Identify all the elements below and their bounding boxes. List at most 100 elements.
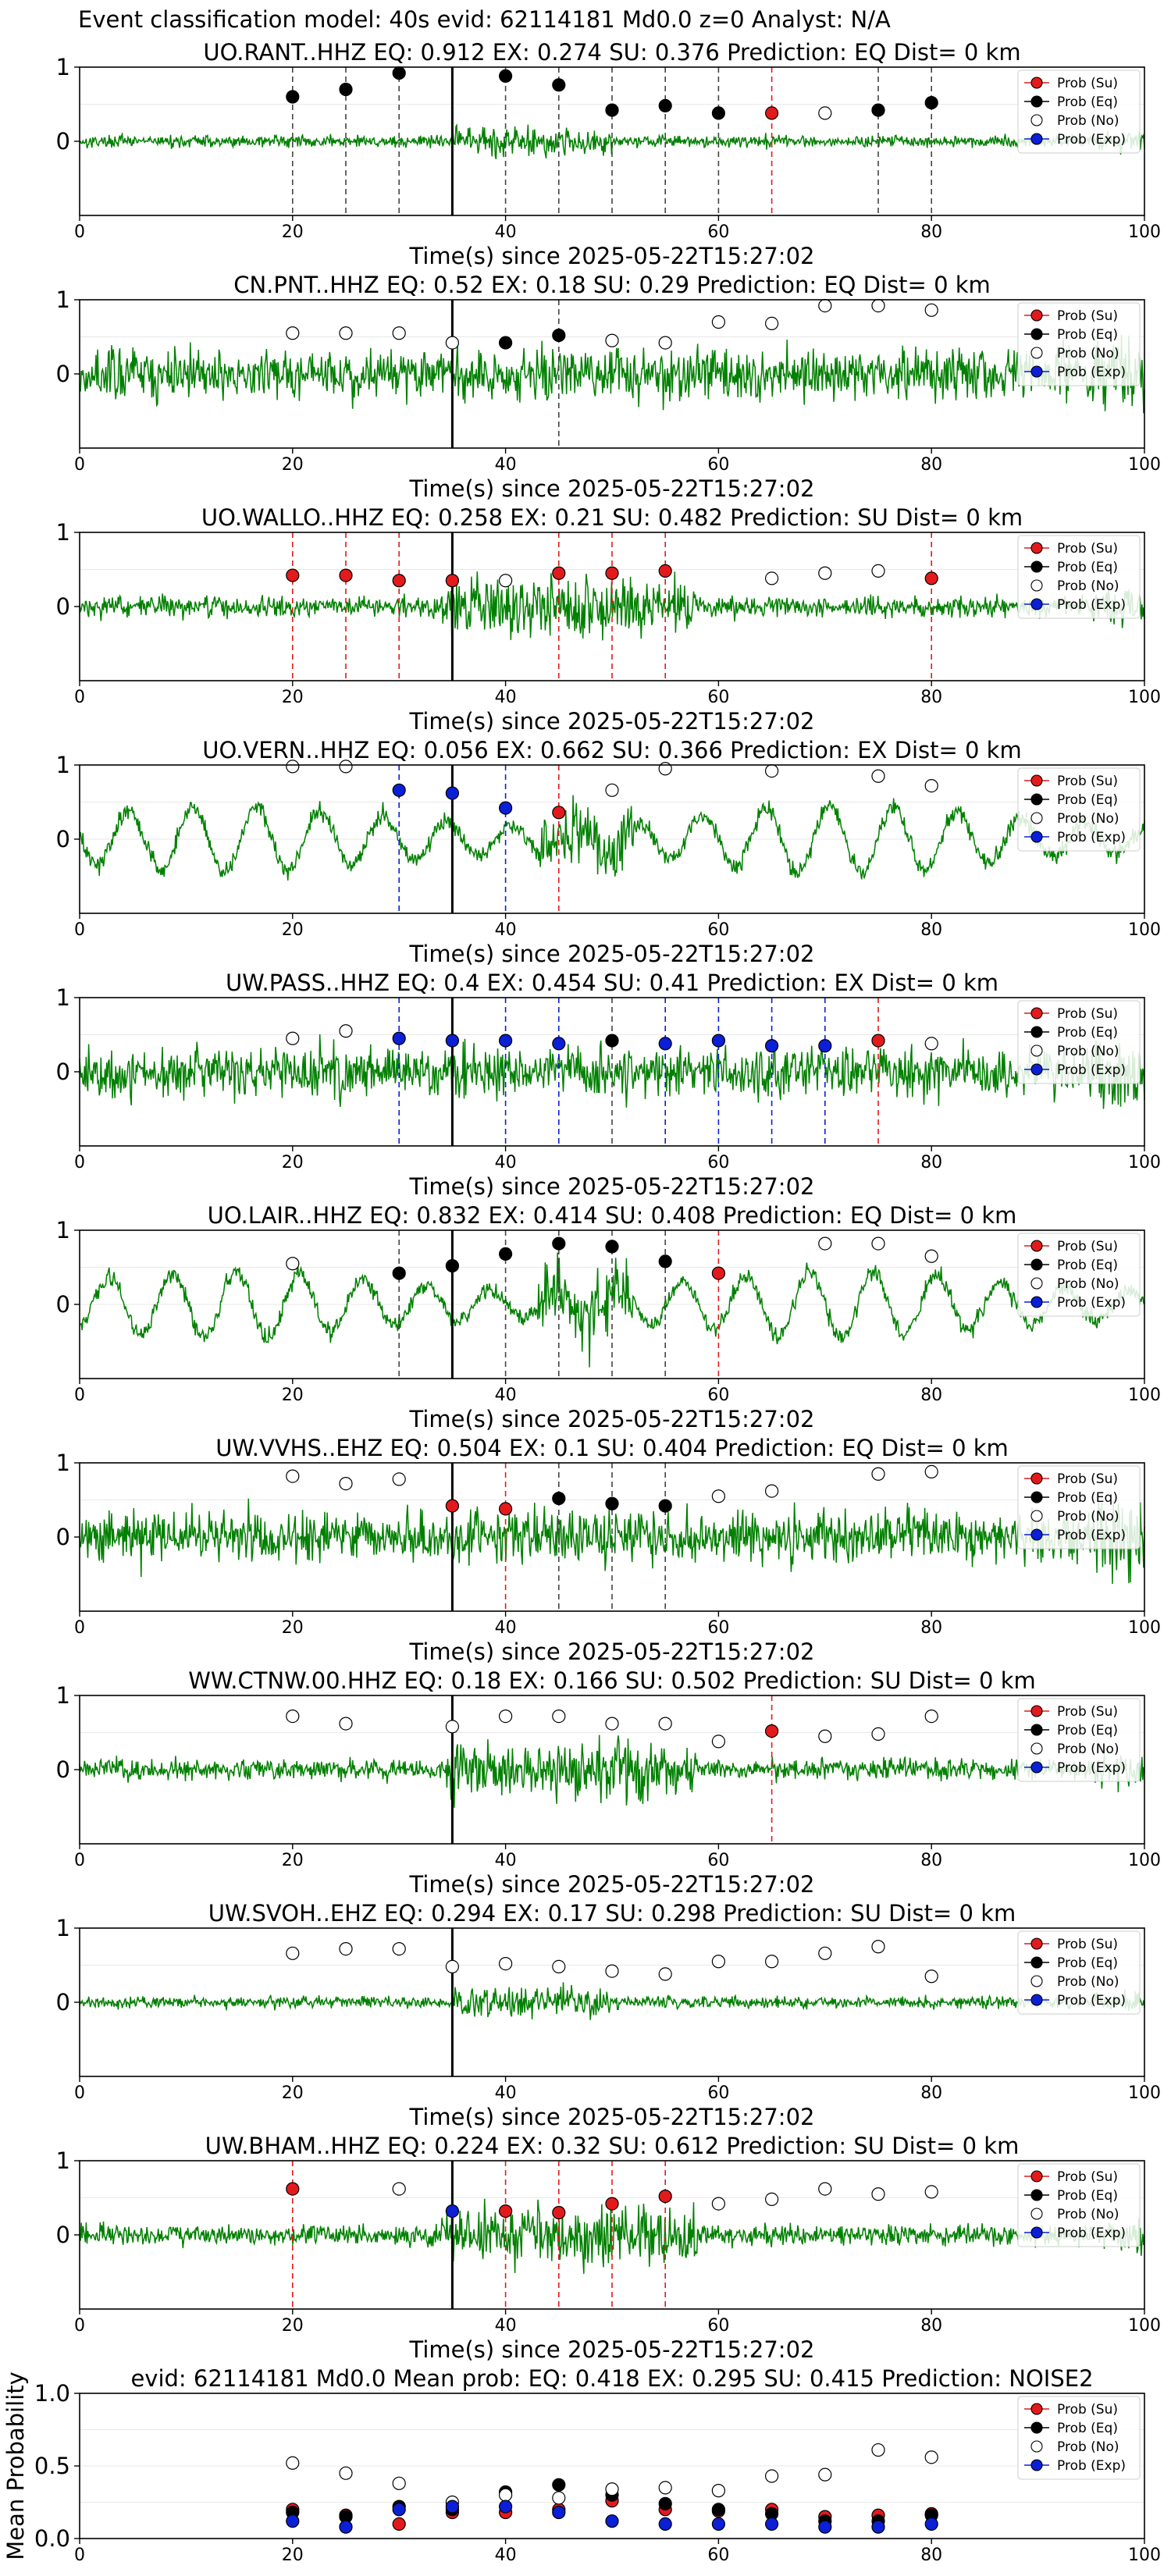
x-tick-label: 100 [1128,222,1161,242]
mean-probability-point [818,2520,832,2534]
legend-marker-su [1030,2403,1043,2415]
legend-label: Prob (Su) [1057,2169,1118,2185]
legend-label: Prob (No) [1057,1742,1119,1757]
probability-point [818,299,832,313]
probability-point [605,1034,619,1048]
x-tick-label: 80 [920,688,942,707]
y-tick-label: 0 [56,1756,70,1783]
x-tick-label: 20 [282,2546,304,2565]
probability-point [871,299,885,313]
panel-title: UO.LAIR..HHZ EQ: 0.832 EX: 0.414 SU: 0.4… [208,1202,1017,1229]
probability-point [605,103,619,117]
panel-title: UW.BHAM..HHZ EQ: 0.224 EX: 0.32 SU: 0.61… [205,2133,1020,2159]
x-axis-label: Time(s) since 2025-05-22T15:27:02 [409,475,815,502]
legend-label: Prob (Eq) [1057,1955,1118,1971]
x-axis-label: Time(s) since 2025-05-22T15:27:02 [409,941,815,967]
x-tick-label: 40 [495,1386,517,1405]
probability-point [552,78,566,92]
x-tick-label: 80 [920,2316,942,2336]
mean-probability-point [658,2517,672,2531]
y-tick-label: 1.0 [34,2380,70,2407]
probability-point [871,1236,885,1251]
x-tick-label: 60 [707,1618,729,1638]
probability-point [818,566,832,580]
probability-point [924,96,938,110]
mean-probability-point [605,2482,619,2496]
y-tick-label: 0.5 [34,2453,70,2479]
x-axis-label: Time(s) since 2025-05-22T15:27:02 [409,1638,815,1665]
x-tick-label: 0 [74,1386,85,1405]
legend-label: Prob (Su) [1057,1471,1118,1487]
legend-marker-su [1030,309,1043,322]
x-tick-label: 80 [920,1618,942,1638]
legend-marker-eq [1030,2421,1043,2434]
mean-probability-point [871,2520,885,2534]
legend-box [1017,535,1141,619]
probability-point [286,1710,300,1724]
x-tick-label: 0 [74,2546,85,2565]
legend-label: Prob (Eq) [1057,1490,1118,1506]
y-tick-label: 1 [56,1217,70,1244]
probability-point [764,1484,779,1498]
probability-point [445,336,460,350]
legend: Prob (Su) Prob (Eq) Prob (No) Prob (Exp) [1017,69,1141,154]
probability-point [552,1491,566,1506]
legend-marker-su [1030,1472,1043,1485]
x-tick-label: 100 [1128,1618,1161,1638]
x-tick-label: 20 [282,688,304,707]
x-tick-label: 0 [74,1153,85,1172]
x-tick-label: 20 [282,222,304,242]
y-tick-label: 0 [56,128,70,155]
legend-marker-su [1030,774,1043,787]
probability-point [711,1735,726,1749]
panel-6: 0 20 40 60 80 100 0 1 UO.LAIR..HHZ EQ: 0.832 EX:… [56,1202,1161,1432]
y-tick-label: 0 [56,361,70,387]
probability-point [764,106,779,120]
panel-title: WW.CTNW.00.HHZ EQ: 0.18 EX: 0.166 SU: 0.… [188,1667,1036,1694]
waveform-trace [79,334,1145,414]
probability-point [498,801,513,815]
probability-point [764,1039,779,1053]
probability-point [924,2185,938,2199]
probability-point [286,760,300,774]
waveform-trace [79,1982,1145,2020]
y-tick-label: 1 [56,1915,70,1941]
probability-point [339,1024,353,1038]
probability-point [286,1031,300,1045]
legend-label: Prob (Eq) [1057,2188,1118,2204]
probability-point [392,574,406,588]
legend-marker-su [1030,2170,1043,2183]
legend-marker-no [1030,114,1043,126]
mean-probability-point [286,2456,300,2470]
probability-point [392,66,406,80]
probability-point [286,568,300,582]
legend-marker-exp [1030,1761,1043,1774]
legend-box [1017,1930,1141,2015]
panel-9: 0 20 40 60 80 100 0 1 UW.SVOH..EHZ EQ: 0.294 EX:… [56,1900,1161,2130]
legend-label: Prob (Su) [1057,308,1118,324]
legend-label: Prob (Exp) [1057,1760,1126,1776]
x-tick-label: 40 [495,455,517,475]
legend-marker-exp [1030,831,1043,843]
x-tick-label: 20 [282,1618,304,1638]
probability-point [818,1946,832,1960]
x-tick-label: 60 [707,688,729,707]
mean-probability-point [392,2517,406,2531]
y-tick-label: 0.0 [34,2525,70,2552]
probability-point [552,1236,566,1251]
legend-label: Prob (Eq) [1057,792,1118,808]
x-tick-label: 40 [495,1618,517,1638]
probability-point [711,1266,726,1280]
probability-point [445,1499,460,1513]
legend-label: Prob (Exp) [1057,1528,1126,1543]
panel-2: 0 20 40 60 80 100 0 1 CN.PNT..HHZ EQ: 0.52 EX: 0… [56,272,1161,502]
probability-point [392,2182,406,2196]
probability-point [605,1240,619,1254]
y-axis-label: Mean Probability [2,2371,29,2560]
probability-point [445,1034,460,1048]
legend: Prob (Su) Prob (Eq) Prob (No) Prob (Exp) [1017,1930,1141,2015]
legend-label: Prob (Su) [1057,1704,1118,1720]
x-tick-label: 0 [74,688,85,707]
mean-probability-point [392,2476,406,2490]
